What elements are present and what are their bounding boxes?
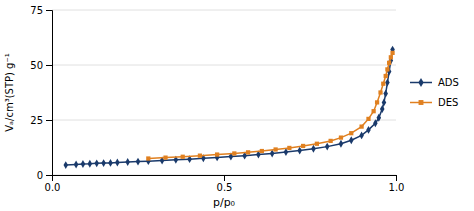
marker: [390, 51, 394, 55]
marker: [198, 154, 202, 158]
plot: 0.0 0.5 1.0 0 25 50 75: [30, 5, 404, 193]
series: [63, 46, 394, 169]
grid-line: [52, 120, 396, 121]
tick: 0.0: [45, 175, 61, 193]
marker: [301, 144, 305, 148]
tick-label: 25: [30, 115, 43, 126]
tick-label: 0: [37, 170, 43, 181]
marker: [375, 100, 379, 104]
marker: [88, 160, 93, 168]
marker: [136, 158, 141, 166]
marker: [385, 79, 390, 87]
marker: [287, 146, 291, 150]
marker: [366, 126, 371, 134]
marker: [94, 159, 99, 167]
x-axis: 0.0 0.5 1.0: [45, 175, 405, 193]
tick-label: 1.0: [389, 182, 405, 193]
legend-label: DES: [438, 97, 458, 108]
marker: [125, 158, 130, 166]
tick: 75: [30, 5, 52, 16]
legend-item: ADS: [410, 77, 459, 88]
marker: [232, 151, 236, 155]
marker: [325, 143, 330, 151]
tick-label: 0.5: [217, 182, 233, 193]
marker: [384, 74, 388, 78]
legend-label: ADS: [438, 77, 459, 88]
marker: [163, 155, 167, 159]
tick-mark: [46, 120, 52, 121]
marker: [63, 161, 68, 169]
marker: [311, 145, 316, 153]
line: [148, 53, 392, 159]
tick: 1.0: [389, 175, 405, 193]
marker: [349, 131, 353, 135]
tick-mark: [46, 65, 52, 66]
y-axis-title: Vₐ/cm³(STP) g⁻¹: [4, 53, 15, 131]
marker: [181, 155, 185, 159]
marker: [372, 109, 376, 113]
marker: [378, 90, 382, 94]
marker: [389, 55, 393, 59]
tick: 0.5: [217, 175, 233, 193]
line: [66, 50, 393, 166]
marker: [81, 160, 86, 168]
grid-line: [52, 10, 396, 11]
tick-label: 75: [30, 5, 43, 16]
tick: 25: [30, 115, 52, 126]
marker: [383, 90, 388, 98]
axis-line: [46, 11, 53, 176]
axis-line: [53, 176, 397, 182]
tick-mark: [46, 10, 52, 11]
legend-item: DES: [410, 97, 458, 108]
x-axis-title: p/p₀: [213, 196, 236, 209]
marker: [381, 82, 385, 86]
marker: [380, 105, 385, 113]
marker: [377, 114, 382, 122]
marker: [339, 140, 344, 148]
tick-mark: [224, 175, 225, 181]
grid: [52, 10, 396, 175]
marker: [349, 136, 354, 144]
marker: [260, 149, 264, 153]
tick: 0: [37, 170, 52, 181]
marker: [146, 156, 150, 160]
marker: [359, 124, 363, 128]
marker: [359, 131, 364, 139]
marker: [373, 119, 378, 127]
grid-line: [52, 65, 396, 66]
marker: [74, 160, 79, 168]
marker: [273, 147, 277, 151]
tick-mark: [396, 175, 397, 181]
marker: [108, 159, 113, 167]
marker: [315, 142, 319, 146]
marker: [382, 98, 387, 106]
y-axis: 0 25 50 75: [30, 5, 52, 181]
marker: [385, 67, 389, 71]
marker: [246, 150, 250, 154]
marks: [63, 46, 394, 169]
tick: 50: [30, 60, 52, 71]
marker: [115, 159, 120, 167]
marker: [366, 117, 370, 121]
marker: [146, 157, 151, 165]
marker: [339, 135, 343, 139]
legend: ADS DES: [410, 77, 459, 108]
tick-mark: [46, 175, 52, 176]
marker: [101, 159, 106, 167]
marker: [215, 152, 219, 156]
chart: 0.0 0.5 1.0 0 25 50 75 p/p₀ Vₐ/cm³(STP) g⁻¹ ADS DE…: [0, 0, 474, 211]
tick-label: 50: [30, 60, 43, 71]
legend-marker: [418, 78, 423, 87]
legend-marker: [419, 100, 424, 105]
marker: [387, 61, 391, 65]
tick-label: 0.0: [45, 182, 61, 193]
marker: [329, 139, 333, 143]
series: [146, 51, 394, 161]
